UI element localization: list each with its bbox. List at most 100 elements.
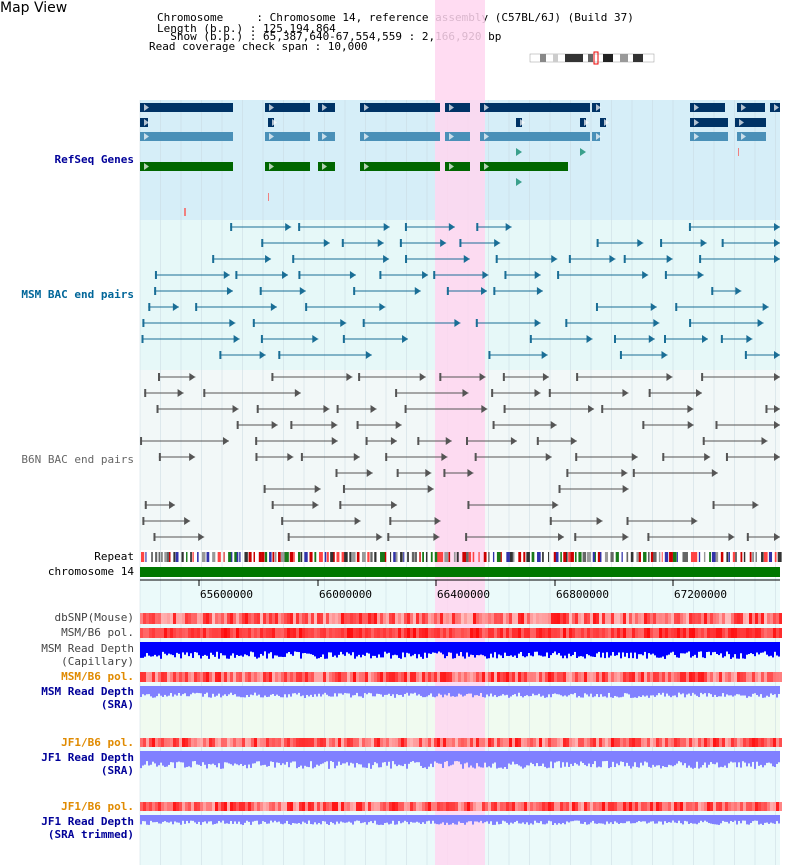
depth-bar	[142, 751, 144, 766]
jf1-b6-pol-trimmed-label[interactable]: JF1/B6 pol.	[61, 800, 134, 813]
b6n-bac-track[interactable]	[140, 373, 780, 541]
refseq-genes-label[interactable]: RefSeq Genes	[54, 153, 134, 166]
repeat-element	[523, 552, 526, 562]
depth-bar	[690, 751, 692, 768]
depth-bar	[240, 751, 242, 764]
depth-bar	[578, 686, 580, 697]
depth-bar	[190, 815, 192, 821]
depth-bar	[196, 751, 198, 765]
heat-cell	[503, 613, 506, 624]
depth-bar	[268, 751, 270, 767]
depth-bar	[704, 686, 706, 694]
heat-cell	[605, 613, 608, 624]
msm-b6-pol-label[interactable]: MSM/B6 pol.	[61, 626, 134, 639]
heat-cell	[545, 738, 548, 747]
depth-bar	[670, 642, 672, 653]
refseq-genes-track[interactable]	[140, 103, 780, 216]
depth-bar	[700, 751, 702, 768]
heat-cell	[359, 628, 362, 638]
depth-bar	[530, 751, 532, 763]
depth-bar	[308, 751, 310, 768]
heat-cell	[635, 613, 638, 624]
depth-bar	[242, 686, 244, 698]
dbsnp-label[interactable]: dbSNP(Mouse)	[54, 611, 134, 624]
depth-bar	[188, 815, 190, 824]
depth-bar	[220, 686, 222, 698]
msm-read-depth-sra-label[interactable]: MSM Read Depth	[41, 685, 134, 698]
depth-bar	[254, 686, 256, 693]
b6n-bac-label[interactable]: B6N BAC end pairs	[21, 453, 134, 466]
ideogram-band	[588, 54, 593, 62]
heat-cell	[293, 672, 296, 682]
repeat-label[interactable]: Repeat	[94, 550, 134, 563]
msm-bac-label[interactable]: MSM BAC end pairs	[21, 288, 134, 301]
heat-cell	[404, 628, 407, 638]
msm-bac-pair-end	[504, 271, 507, 279]
heat-cell	[284, 802, 287, 811]
heat-cell	[185, 628, 188, 638]
msm-read-depth-capillary-label[interactable]: MSM Read Depth	[41, 642, 134, 655]
msm-b6-pol-sra-label[interactable]: MSM/B6 pol.	[61, 670, 134, 683]
msm-bac-pair-end	[642, 271, 649, 279]
jf1-read-depth-trimmed-label[interactable]: JF1 Read Depth	[41, 815, 134, 828]
depth-bar	[634, 642, 636, 653]
heat-cell	[416, 628, 419, 638]
depth-bar	[582, 686, 584, 698]
depth-bar	[170, 815, 172, 822]
heat-cell	[506, 672, 509, 682]
heat-cell	[584, 802, 587, 811]
repeat-element	[653, 552, 657, 562]
heat-cell	[638, 738, 641, 747]
heat-cell	[230, 738, 233, 747]
refseq-gene	[360, 162, 440, 171]
depth-bar	[528, 686, 530, 697]
depth-bar	[462, 642, 464, 657]
heat-cell	[566, 613, 569, 624]
heat-cell	[260, 613, 263, 624]
heatmap-tracks[interactable]	[140, 613, 782, 811]
depth-tracks[interactable]	[140, 642, 780, 825]
heat-cell	[434, 802, 437, 811]
depth-bar	[188, 642, 190, 657]
heat-cell	[452, 738, 455, 747]
heat-cell	[746, 628, 749, 638]
depth-bar	[546, 815, 548, 824]
msm-bac-pair-end	[342, 335, 345, 343]
depth-bar	[654, 686, 656, 697]
heat-cell	[209, 613, 212, 624]
heat-cell	[377, 738, 380, 747]
chromosome-bar[interactable]	[140, 567, 780, 577]
depth-bar	[156, 642, 158, 657]
chromosome-ideogram[interactable]	[529, 51, 655, 65]
repeat-track[interactable]	[141, 552, 782, 562]
heat-cell	[488, 672, 491, 682]
jf1-b6-pol-label[interactable]: JF1/B6 pol.	[61, 736, 134, 749]
b6n-bac-pair-end	[419, 373, 426, 381]
heat-cell	[479, 738, 482, 747]
depth-bar	[172, 751, 174, 763]
depth-bar	[626, 815, 628, 822]
heat-cell	[593, 613, 596, 624]
repeat-element	[261, 552, 265, 562]
heat-cell	[365, 738, 368, 747]
highlight-region[interactable]	[435, 0, 485, 865]
depth-bar	[508, 642, 510, 657]
heat-cell	[380, 672, 383, 682]
heat-cell	[743, 613, 746, 624]
heat-cell	[260, 672, 263, 682]
depth-bar	[582, 642, 584, 657]
jf1-read-depth-sra-label[interactable]: JF1 Read Depth	[41, 751, 134, 764]
depth-bar	[616, 815, 618, 823]
depth-bar	[504, 686, 506, 696]
heat-cell	[188, 672, 191, 682]
depth-bar	[250, 686, 252, 695]
heat-cell	[620, 672, 623, 682]
heat-cell	[656, 628, 659, 638]
heat-cell	[428, 672, 431, 682]
heat-cell	[704, 628, 707, 638]
msm-bac-pair-end	[494, 239, 501, 247]
depth-bar	[456, 751, 458, 762]
msm-bac-track[interactable]	[141, 223, 780, 359]
heat-cell	[434, 672, 437, 682]
